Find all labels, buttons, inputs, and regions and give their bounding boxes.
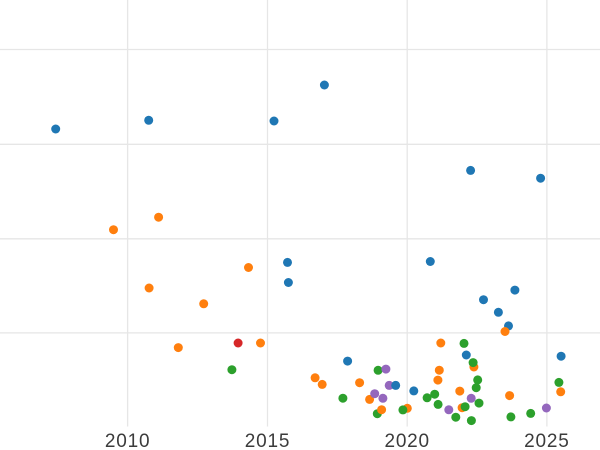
svg-text:2025: 2025	[524, 431, 569, 450]
svg-text:2010: 2010	[105, 431, 150, 450]
svg-text:2015: 2015	[245, 431, 290, 450]
svg-text:2020: 2020	[384, 431, 429, 450]
